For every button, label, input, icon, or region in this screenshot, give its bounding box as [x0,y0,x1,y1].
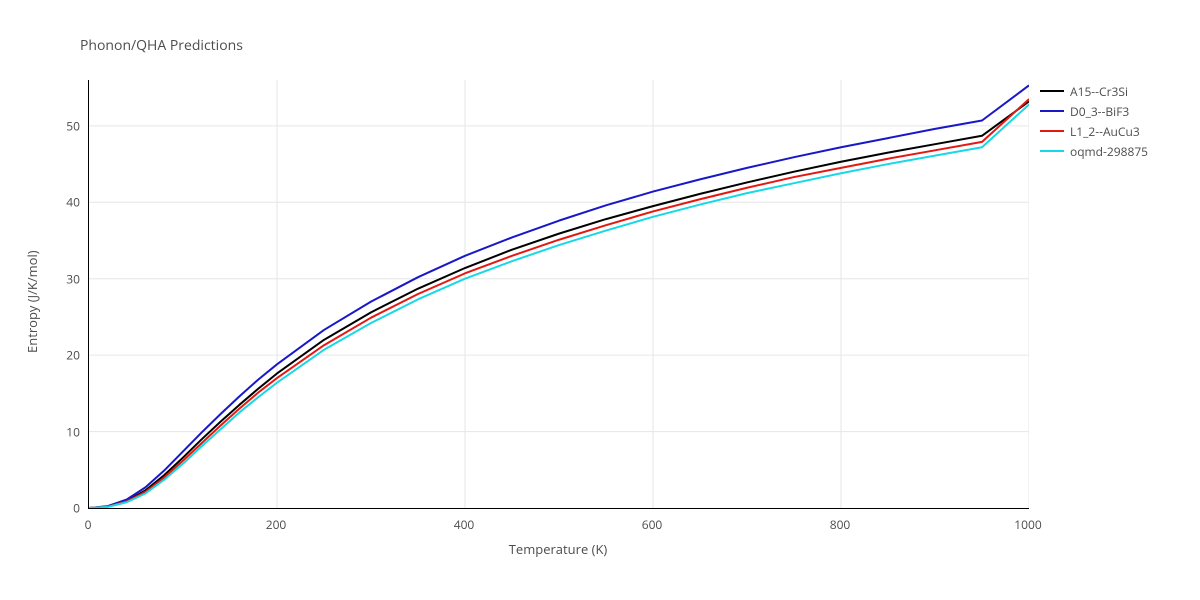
series-line[interactable] [89,85,1029,508]
legend-item[interactable]: D0_3--BiF3 [1040,102,1148,120]
legend-swatch [1040,90,1064,92]
y-tick-label: 10 [66,423,80,440]
x-tick-label: 800 [830,516,851,533]
chart-container: Phonon/QHA Predictions 02004006008001000… [0,0,1200,600]
y-tick-label: 30 [66,270,80,287]
legend-swatch [1040,110,1064,112]
legend[interactable]: A15--Cr3Si D0_3--BiF3 L1_2--AuCu3 oqmd-2988… [1040,82,1148,162]
x-tick-label: 400 [454,516,475,533]
x-tick-label: 600 [642,516,663,533]
plot-svg [89,80,1029,508]
series-line[interactable] [89,104,1029,508]
chart-title: Phonon/QHA Predictions [80,36,243,55]
y-tick-label: 20 [66,347,80,364]
legend-label: oqmd-298875 [1070,143,1148,160]
y-tick-label: 40 [66,194,80,211]
legend-label: L1_2--AuCu3 [1070,123,1140,140]
y-tick-label: 50 [66,117,80,134]
legend-label: D0_3--BiF3 [1070,103,1129,120]
x-tick-label: 1000 [1014,516,1041,533]
series-line[interactable] [89,101,1029,508]
legend-item[interactable]: L1_2--AuCu3 [1040,122,1148,140]
legend-label: A15--Cr3Si [1070,83,1128,100]
series-line[interactable] [89,99,1029,508]
y-tick-label: 0 [73,500,80,517]
legend-item[interactable]: oqmd-298875 [1040,142,1148,160]
x-tick-label: 200 [266,516,287,533]
legend-swatch [1040,130,1064,132]
y-axis-label: Entropy (J/K/mol) [23,250,41,353]
x-tick-label: 0 [85,516,92,533]
legend-item[interactable]: A15--Cr3Si [1040,82,1148,100]
x-axis-label: Temperature (K) [509,540,608,558]
legend-swatch [1040,150,1064,152]
plot-area[interactable] [88,80,1029,509]
